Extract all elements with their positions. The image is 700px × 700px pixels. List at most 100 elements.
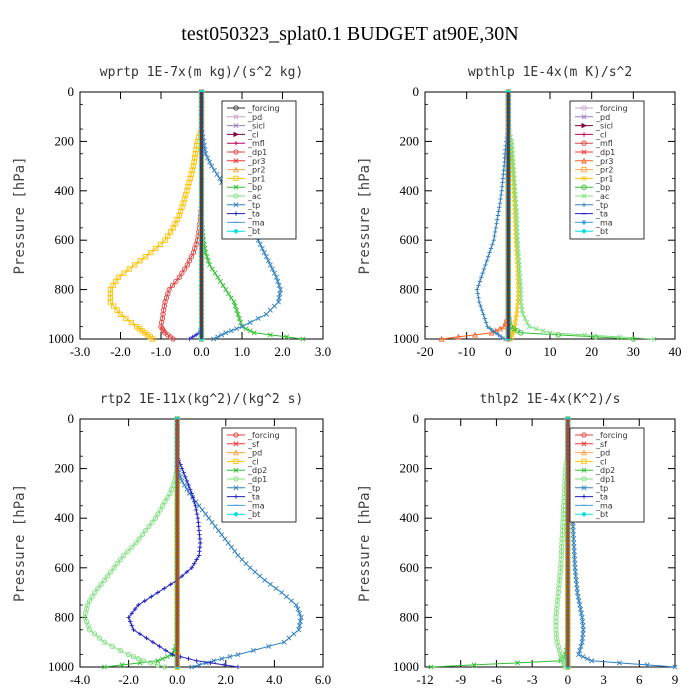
series-line [109,92,202,340]
legend-label: _bt [595,510,608,519]
x-tick-label: -3 [527,672,538,687]
data-point [199,507,205,513]
y-tick-label: 600 [400,232,420,247]
data-point [476,283,481,288]
data-point [150,336,156,342]
data-point [188,254,195,260]
data-point [582,332,588,338]
panel-title: rtp2 1E-11x(kg^2)/(kg^2 s) [100,392,304,407]
x-tick-label: 6 [636,672,643,687]
legend-item-bp: _bp [227,183,262,192]
data-point [190,249,197,256]
data-point [160,656,166,662]
legend-marker [581,140,587,146]
data-point [209,266,215,272]
data-point [497,325,503,332]
data-point [514,221,520,227]
data-point [128,619,133,624]
legend-marker [233,211,239,216]
legend-item-cl: _cl [227,130,259,139]
legend-label: _pd [247,449,262,458]
legend-marker [581,114,587,120]
data-point [222,536,228,542]
legend-marker [233,202,239,208]
legend-label: _ma [247,501,265,510]
data-point [196,553,202,558]
data-point [212,523,218,529]
data-point [490,242,495,247]
data-point [496,332,501,338]
legend-label: _cl [247,457,259,466]
y-tick-label: 200 [400,461,420,476]
data-point [498,192,504,198]
data-point [514,225,520,231]
x-tick-label: 1.0 [234,344,250,359]
data-point [509,147,515,153]
data-point [165,233,171,239]
data-point [514,303,521,309]
y-tick-label: 600 [55,232,75,247]
data-point [257,241,263,247]
legend-label: _pd [595,449,610,458]
data-point [515,241,521,247]
data-point [173,278,179,285]
data-point [288,598,294,604]
legend: _forcing_pd_sicl_cl_mfl_dp1_pr3_pr2_pr1_… [221,100,297,240]
data-point [516,262,522,268]
y-tick-label: 1000 [48,331,74,346]
legend-label: _pr3 [595,157,613,166]
data-point [247,320,253,326]
series-line [128,419,239,668]
data-point [522,315,528,321]
data-point [209,163,215,169]
data-point [255,315,261,321]
legend-item-bt: _bt [227,227,260,236]
data-point [524,320,530,326]
data-point [170,336,176,342]
x-tick-label: -20 [416,344,433,359]
data-point [259,245,265,251]
legend-label: _dp1 [247,475,267,484]
legend-marker [233,131,239,138]
x-tick-label: 2.0 [274,344,290,359]
data-point [514,311,520,317]
data-point [490,328,496,333]
legend-label: _ma [247,218,265,227]
data-point [214,171,220,177]
data-point [157,241,163,247]
data-point [184,478,190,484]
data-point [243,561,249,567]
data-point [479,307,485,313]
y-tick-label: 600 [55,560,75,575]
legend-marker [581,105,587,111]
data-point [493,330,499,336]
x-tick-label: -2.0 [110,344,131,359]
data-point [498,196,503,202]
data-point [207,159,213,165]
data-point [300,336,306,342]
chart-panel-thlp2: thlp2 1E-4x(K^2)/s Pressure [hPa] 0 200 400 6… [357,392,678,687]
data-point [267,332,273,338]
data-point [584,656,590,662]
data-point [239,557,245,563]
panel-title: wpthlp 1E-4x(m K)/s^2 [468,65,632,80]
legend-item-mfl: _mfl [227,139,265,148]
legend-marker [581,122,587,129]
data-point [511,171,517,177]
data-point [492,229,498,235]
legend-item-cl: _cl [575,130,607,139]
y-tick-label: 0 [413,84,420,99]
legend-marker [233,114,239,120]
data-point [514,217,520,223]
x-tick-label: 40 [669,344,682,359]
data-point [179,478,185,484]
legend-marker [233,193,239,199]
data-point [152,245,159,252]
data-point [510,171,516,177]
legend-label: _pd [595,113,610,122]
legend-label: _forcing [595,104,628,113]
data-point [476,295,481,301]
data-point [184,262,190,268]
legend-item-ac: _ac [227,192,261,201]
data-point [205,258,211,264]
